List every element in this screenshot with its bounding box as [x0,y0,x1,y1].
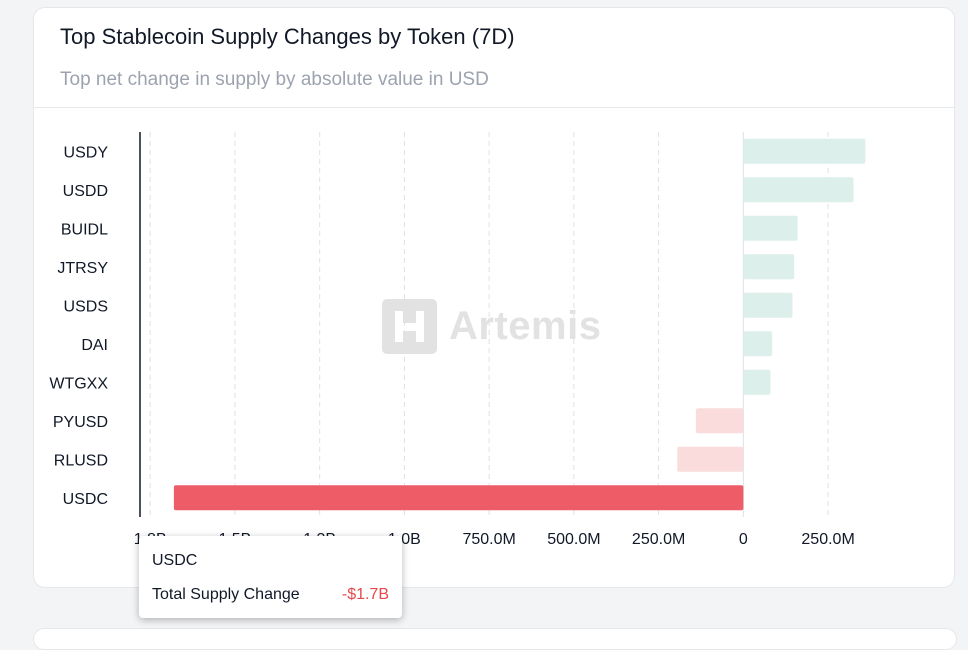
bar-wtgxx [743,369,771,395]
bar-usdy [743,138,866,164]
bar-usds [743,292,793,318]
bar-usdc [173,485,744,511]
y-tick-label: USDY [64,144,109,161]
y-tick-label: DAI [81,337,108,354]
y-tick-label: WTGXX [49,375,108,392]
bar-dai [743,331,773,357]
chart-tooltip: USDC Total Supply Change -$1.7B [139,536,402,618]
chart-subtitle: Top net change in supply by absolute val… [60,69,489,90]
artemis-logo-icon [382,299,437,354]
y-tick-label: USDC [63,491,108,508]
tooltip-label: Total Supply Change [152,586,300,603]
y-tick-label: BUIDL [61,221,108,238]
x-tick-label: 500.0M [547,531,600,548]
watermark-text: Artemis [449,304,602,348]
bar-usdd [743,177,854,203]
card-header: Top Stablecoin Supply Changes by Token (… [34,8,954,108]
bar-pyusd [695,408,744,434]
bar-buidl [743,215,798,241]
tooltip-token: USDC [152,552,198,569]
x-tick-label: 0 [739,531,748,548]
y-tick-label: JTRSY [57,260,108,277]
tooltip-value: -$1.7B [341,586,389,603]
chart-title: Top Stablecoin Supply Changes by Token (… [60,24,515,49]
y-tick-label: RLUSD [54,452,108,469]
y-tick-label: PYUSD [53,414,108,431]
x-tick-label: 250.0M [801,531,854,548]
y-tick-label: USDS [64,298,108,315]
x-tick-label: 250.0M [632,531,685,548]
bar-rlusd [677,446,744,472]
x-tick-label: 750.0M [462,531,515,548]
tooltip-row: Total Supply Change -$1.7B [152,586,389,604]
bar-jtrsy [743,254,795,280]
artemis-watermark: Artemis [382,299,601,354]
y-tick-label: USDD [63,183,108,200]
